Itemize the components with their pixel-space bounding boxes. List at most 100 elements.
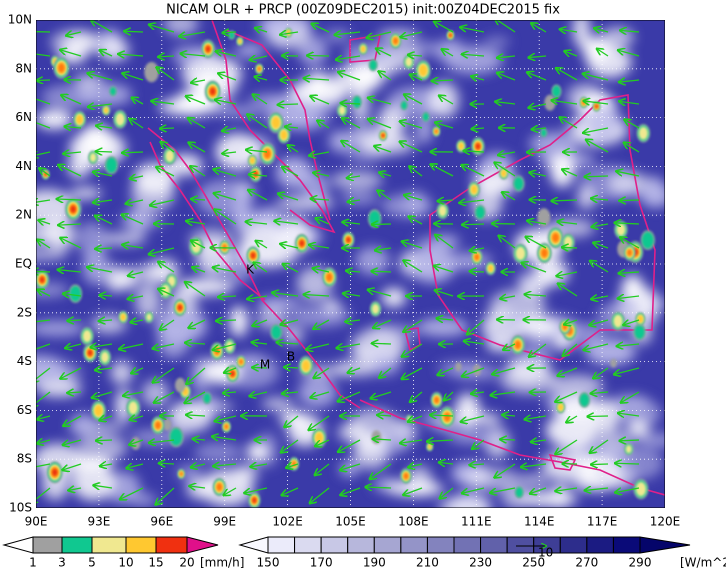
wind-vector [214, 210, 237, 225]
rain-cell [637, 315, 644, 323]
wind-vector [532, 128, 547, 129]
rain-cell [228, 31, 235, 39]
cloud [639, 432, 665, 448]
wind-vector [618, 413, 640, 416]
wind-vector [400, 121, 423, 129]
wind-vector [96, 126, 113, 128]
wind-vector [280, 244, 299, 248]
wind-vector [189, 143, 206, 153]
wind-vector [91, 344, 113, 347]
wind-vector [36, 367, 51, 382]
wind-vector [376, 49, 392, 57]
rain-cell [443, 412, 451, 422]
colorbar-label: 230 [469, 556, 492, 570]
wind-vector [129, 119, 144, 129]
wind-vector [374, 146, 392, 153]
cloud [381, 194, 433, 218]
cloud [607, 172, 651, 196]
wind-vector [529, 56, 547, 58]
rain-cell [105, 157, 117, 173]
lon-label: 102E [272, 515, 303, 529]
wind-vector [224, 368, 237, 373]
cloud [415, 116, 433, 144]
wind-vector [593, 367, 609, 378]
wind-vector [311, 199, 330, 200]
cloud [417, 317, 469, 337]
wind-vector [435, 235, 454, 249]
wind-vector [282, 392, 299, 394]
cloud [520, 491, 578, 507]
rain-cell [434, 129, 438, 134]
wind-vector [434, 21, 454, 33]
colorbar-cell [2, 536, 34, 554]
rain-cell [70, 205, 76, 213]
cloud [428, 81, 460, 119]
wind-vector [288, 145, 299, 153]
colorbar-label: 150 [257, 556, 280, 570]
cloud [628, 419, 650, 439]
rain-cell [449, 33, 452, 37]
wind-vector [39, 220, 51, 224]
wind-vector [410, 391, 423, 402]
wind-vector [531, 440, 547, 442]
wind-vector [346, 271, 361, 272]
cloud [584, 105, 621, 142]
wind-vector [588, 416, 609, 417]
wind-vector [370, 463, 392, 479]
rain-cell [206, 46, 210, 52]
rain-cell [579, 393, 590, 407]
wind-vector [563, 343, 578, 356]
wind-vector [63, 415, 82, 426]
wind-vector [156, 487, 175, 505]
wind-vector [462, 165, 485, 177]
wind-vector [625, 120, 640, 129]
wind-vector [620, 30, 640, 32]
rain-cell [558, 403, 564, 411]
rain-cell [401, 101, 408, 110]
wind-vector [375, 248, 392, 250]
wind-vector [191, 464, 206, 467]
rain-cell [487, 264, 494, 273]
wind-vector [314, 367, 330, 378]
wind-vector [435, 290, 454, 297]
wind-vector [250, 392, 268, 396]
wind-vector [620, 200, 640, 201]
lat-label: 2N [15, 208, 32, 222]
rain-cell [174, 377, 186, 393]
wind-vector [129, 440, 144, 445]
wind-vector [497, 56, 516, 58]
cloud [290, 304, 351, 328]
colorbar-cell [155, 536, 188, 554]
wind-vector [379, 173, 392, 176]
rain-cell [203, 393, 211, 404]
cloud [36, 320, 85, 337]
wind-vector [216, 51, 237, 57]
wind-vector [128, 272, 144, 276]
rain-cell [109, 86, 117, 96]
colorbar-label: 290 [629, 556, 652, 570]
cloud [572, 477, 605, 491]
lat-label: 2S [17, 305, 32, 319]
wind-vector [502, 415, 516, 416]
place-label: K [246, 263, 255, 277]
wind-vector [304, 78, 330, 80]
wind-vector [185, 391, 206, 403]
wind-vector [92, 391, 113, 398]
rain-cell [613, 314, 623, 328]
wind-vector [313, 173, 330, 176]
colorbar-cell [612, 536, 641, 554]
cloud [585, 338, 636, 366]
wind-vector [250, 56, 268, 60]
rain-cell [100, 351, 110, 364]
rain-cell [352, 96, 362, 108]
rain-cell [515, 246, 526, 261]
wind-vector [490, 487, 516, 493]
wind-vector [615, 463, 640, 464]
cloud [194, 442, 243, 463]
colorbar-label: 250 [522, 556, 545, 570]
wind-vector [284, 367, 299, 368]
lon-label: 90E [25, 515, 48, 529]
wind-vector [38, 290, 51, 297]
lon-label: 108E [398, 515, 429, 529]
rain-cell [405, 56, 413, 68]
